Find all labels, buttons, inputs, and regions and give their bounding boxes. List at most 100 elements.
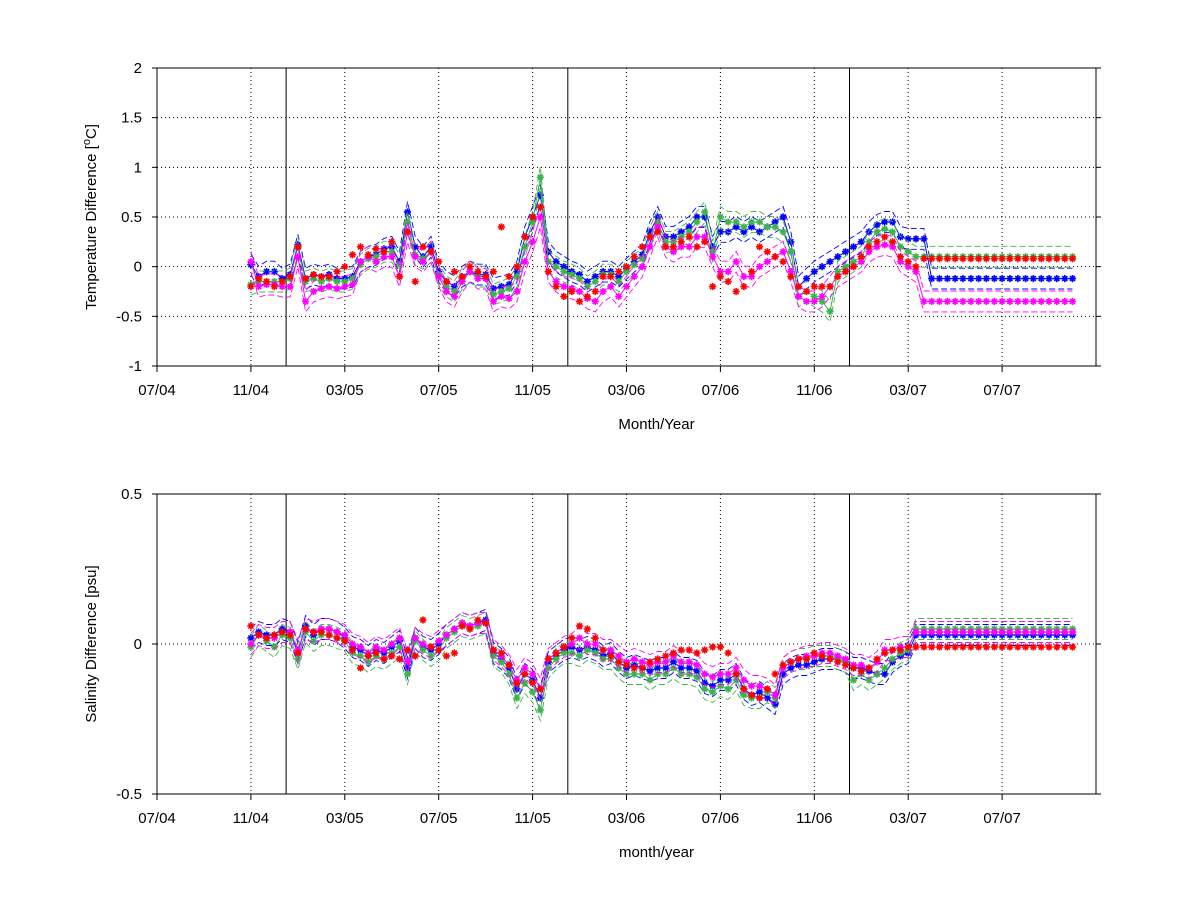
series-0-point: [1045, 274, 1053, 283]
series-0-point: [740, 228, 748, 236]
series-3-point: [959, 643, 967, 651]
x-tick-label: 07/07: [983, 810, 1021, 827]
series-1-point: [615, 664, 623, 672]
series-0-point: [834, 253, 842, 261]
series-0-point: [771, 218, 779, 226]
series-2-point: [1061, 297, 1069, 306]
series-0-point: [881, 218, 889, 226]
series-3-point: [928, 643, 936, 651]
series-0-point: [1061, 274, 1069, 283]
series-3-point: [419, 243, 427, 251]
series-2-line: [250, 216, 1073, 303]
series-3-point: [787, 658, 795, 666]
series-3-point: [763, 248, 771, 256]
series-3-point: [865, 243, 873, 251]
series-2-point: [575, 634, 584, 642]
series-2-point: [740, 676, 748, 684]
series-3-point: [403, 228, 412, 236]
series-3-point: [552, 282, 560, 291]
series-1-line: [250, 177, 1073, 313]
series-3-point: [529, 679, 537, 687]
series-2-point: [622, 282, 631, 291]
series-0-point: [998, 274, 1006, 283]
series-3-point: [794, 655, 803, 663]
x-tick-label: 07/07: [983, 382, 1021, 399]
series-3-point: [748, 268, 756, 276]
series-3-point: [701, 238, 709, 246]
series-3-point: [591, 634, 599, 642]
series-3-point: [395, 273, 404, 281]
series-0-point: [841, 248, 850, 256]
series-3-point: [513, 679, 521, 687]
series-2-point: [967, 297, 975, 306]
series-0-upper-band: [250, 608, 1073, 695]
series-2-point: [826, 649, 834, 657]
series-2-point: [568, 640, 576, 648]
x-tick-label: 11/06: [796, 810, 832, 827]
x-tick-label: 03/05: [326, 810, 364, 827]
series-2-upper-band: [250, 206, 1073, 293]
series-2-point: [474, 274, 482, 283]
series-1-point: [716, 682, 724, 690]
x-tick-label: 11/06: [796, 382, 832, 399]
series-3-point: [779, 258, 787, 266]
y-tick-label: 2: [134, 60, 142, 77]
series-2-point: [756, 682, 764, 690]
series-3-point: [247, 622, 255, 630]
series-2-point: [763, 258, 771, 266]
series-1-point: [317, 277, 325, 286]
x-tick-label: 03/06: [608, 810, 646, 827]
series-1-point: [701, 208, 709, 216]
series-2-point: [411, 253, 419, 261]
series-1-point: [560, 649, 568, 657]
series-2-point: [497, 292, 505, 301]
series-2-point: [521, 664, 529, 672]
series-1-point: [638, 670, 646, 678]
series-2-point: [395, 634, 404, 642]
x-axis-label: Month/Year: [618, 416, 694, 433]
series-2-point: [701, 670, 709, 678]
series-2-point: [630, 273, 638, 281]
series-1-point: [403, 670, 412, 678]
series-3-point: [802, 655, 811, 663]
series-3-point: [935, 255, 944, 263]
series-0-point: [263, 268, 271, 276]
series-0-point: [967, 274, 975, 283]
series-2-point: [372, 643, 380, 651]
series-3-point: [646, 658, 654, 666]
series-0-point: [693, 213, 701, 221]
series-1-point: [740, 223, 748, 231]
series-2-point: [1045, 297, 1053, 306]
series-3-point: [505, 661, 513, 669]
series-1-point: [763, 223, 771, 231]
series-0-point: [779, 213, 787, 221]
series-3-point: [309, 271, 318, 279]
series-3-point: [325, 631, 333, 639]
series-3-point: [615, 658, 623, 666]
series-0-point: [794, 661, 803, 669]
series-3-point: [278, 277, 286, 286]
series-0-point: [685, 223, 693, 231]
series-3-point: [990, 255, 998, 263]
y-tick-label: 1.5: [121, 110, 142, 127]
series-2-lower-band: [250, 227, 1073, 313]
series-3-point: [975, 255, 983, 263]
series-2-point: [943, 628, 952, 636]
series-2-point: [857, 661, 865, 669]
series-1-point: [756, 218, 764, 226]
series-1-point: [529, 218, 537, 226]
series-2-point: [505, 294, 513, 303]
series-1-point: [834, 268, 842, 276]
series-1-point: [677, 670, 685, 678]
series-2-point: [630, 655, 638, 663]
series-2-point: [529, 238, 537, 246]
series-3-point: [427, 248, 435, 256]
series-3-point: [709, 282, 717, 291]
series-3-point: [255, 631, 263, 639]
series-3-point: [1006, 255, 1014, 263]
series-2-point: [1037, 628, 1045, 636]
series-3-point: [904, 258, 912, 266]
series-3-point: [888, 238, 897, 246]
series-2-point: [255, 282, 263, 291]
series-2-point: [709, 253, 717, 261]
